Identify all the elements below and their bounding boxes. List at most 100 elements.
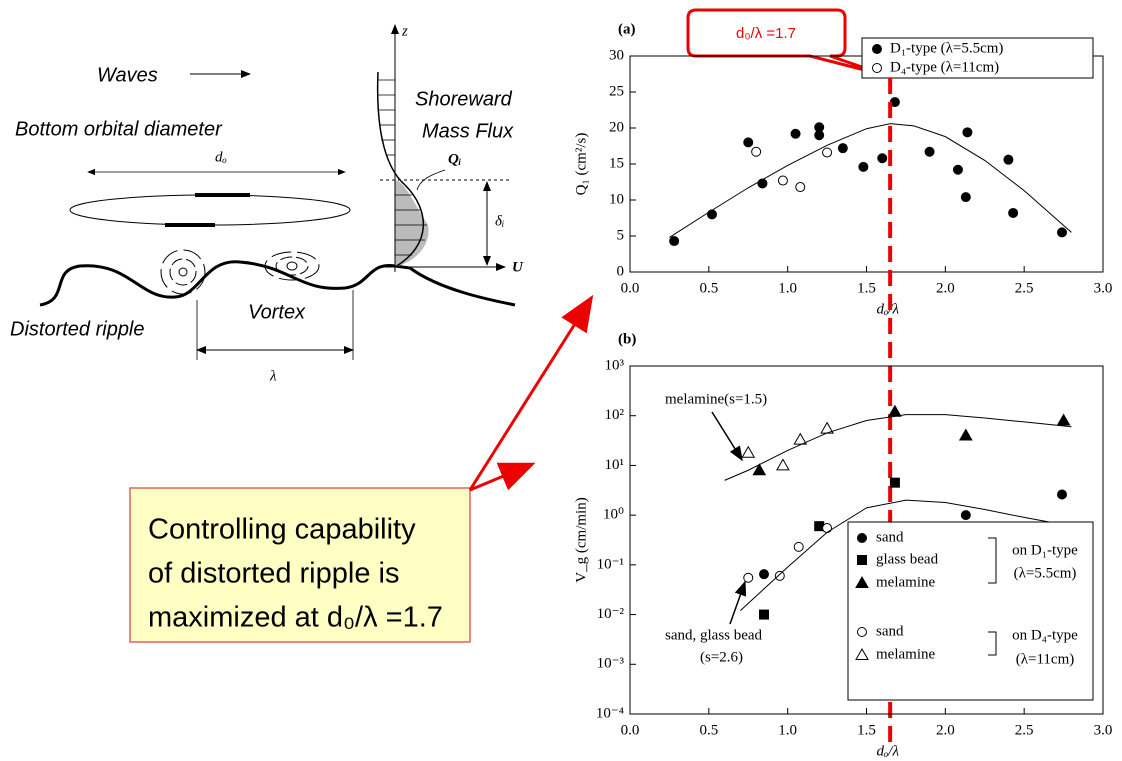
x-tick-label: 0.5 (699, 722, 718, 738)
vortex (275, 256, 309, 276)
legend-label: glass bead (876, 551, 939, 567)
point (741, 445, 756, 458)
y-tick-label: 10⁻⁴ (596, 705, 624, 721)
point (858, 161, 869, 172)
ripple (39, 260, 516, 307)
fit-line (669, 123, 1072, 238)
y-tick-label: 25 (609, 83, 624, 99)
label: Vortex (248, 301, 306, 323)
point (776, 458, 790, 471)
point (857, 533, 867, 543)
annotation: sand, glass bead (665, 627, 763, 643)
pointer-arrow (468, 294, 594, 491)
vortex (169, 258, 197, 286)
top-callout (686, 8, 889, 78)
label: U (512, 259, 524, 275)
y-tick-label: 10⁻¹ (597, 556, 624, 572)
point (872, 44, 882, 54)
x-tick-label: 0.5 (699, 280, 718, 296)
point (706, 209, 717, 220)
point (872, 63, 882, 73)
point (790, 128, 801, 139)
y-axis-label: V_g (cm/min) (573, 497, 589, 582)
point (889, 477, 900, 488)
point (759, 609, 770, 620)
profile-arrows (378, 79, 427, 256)
point (777, 175, 788, 186)
legend-note: (λ=5.5cm) (1014, 565, 1077, 581)
point (924, 146, 935, 157)
chart-title: (a) (618, 21, 636, 37)
label: Shoreward (415, 88, 513, 110)
legend-note: on D₄-type (1012, 627, 1078, 643)
point (1056, 413, 1071, 426)
x-tick-label: 1.0 (778, 722, 797, 738)
y-tick-label: 20 (609, 119, 624, 135)
point (952, 164, 963, 175)
y-axis-label: Q₁ (cm²/s) (573, 133, 589, 196)
point (774, 570, 785, 581)
label: λ (269, 368, 277, 384)
legend-label: sand (876, 529, 904, 545)
point (877, 153, 888, 164)
point (795, 182, 806, 193)
label: z (401, 23, 408, 39)
legend-label: D₄-type (λ=11cm) (890, 59, 999, 75)
x-tick-label: 1.0 (778, 280, 797, 296)
callout-box (129, 487, 471, 643)
callout-text: Controlling capability (148, 514, 416, 546)
label: Qᵢ (448, 151, 461, 167)
velocity-profile (376, 71, 425, 268)
point (1057, 227, 1068, 238)
point (960, 510, 971, 521)
y-tick-label: 15 (609, 155, 624, 171)
callout-text: of distorted ripple is (148, 558, 399, 590)
point (855, 647, 869, 660)
point (1008, 207, 1019, 218)
orbit (69, 194, 351, 226)
x-tick-label: 0.0 (621, 722, 640, 738)
legend (847, 521, 1094, 701)
label: Bottom orbital diameter (15, 118, 223, 140)
label: Mass Flux (422, 120, 514, 142)
point (743, 137, 754, 148)
legend-bracket (988, 537, 997, 656)
point (752, 463, 767, 476)
legend (861, 37, 1094, 79)
vortex (286, 261, 298, 271)
callout-text: maximized at d₀/λ =1.7 (148, 602, 443, 634)
point (837, 143, 848, 154)
point (960, 192, 971, 203)
point (759, 569, 770, 580)
pointer-arrow (469, 462, 536, 492)
y-tick-label: 10 (609, 191, 624, 207)
charts: 0.0 0.5 1.0 1.5 2.0 2.5 3.0 0 5 10 15 20 25 30 (a) dₒ/λ… (573, 21, 1112, 759)
point (793, 432, 808, 445)
point (751, 146, 762, 157)
chart-title: (b) (618, 331, 636, 347)
point (857, 627, 867, 637)
x-axis-label: dₒ/λ (877, 301, 900, 317)
y-tick-label: 0 (617, 263, 625, 279)
legend-label: melamine (876, 574, 935, 590)
x-tick-label: 2.0 (936, 722, 955, 738)
y-tick-label: 10⁻² (597, 606, 625, 622)
x-tick-label: 2.5 (1015, 722, 1034, 738)
label: δᵢ (495, 213, 504, 229)
annotation: (s=2.6) (700, 649, 743, 665)
annotation-arrow (711, 411, 743, 462)
x-tick-label: 3.0 (1094, 722, 1113, 738)
legend-label: D₁-type (λ=5.5cm) (890, 40, 1003, 56)
label: dₒ (215, 149, 227, 165)
y-tick-label: 30 (609, 47, 624, 63)
x-axis-label: dₒ/λ (877, 743, 900, 759)
label: Waves (97, 64, 158, 86)
point (857, 555, 867, 565)
x-tick-label: 2.0 (936, 280, 955, 296)
diagram (39, 24, 516, 360)
flux-area (395, 180, 429, 267)
y-tick-label: 10¹ (605, 457, 625, 473)
x-tick-label: 1.5 (857, 280, 876, 296)
vortex (160, 249, 206, 295)
